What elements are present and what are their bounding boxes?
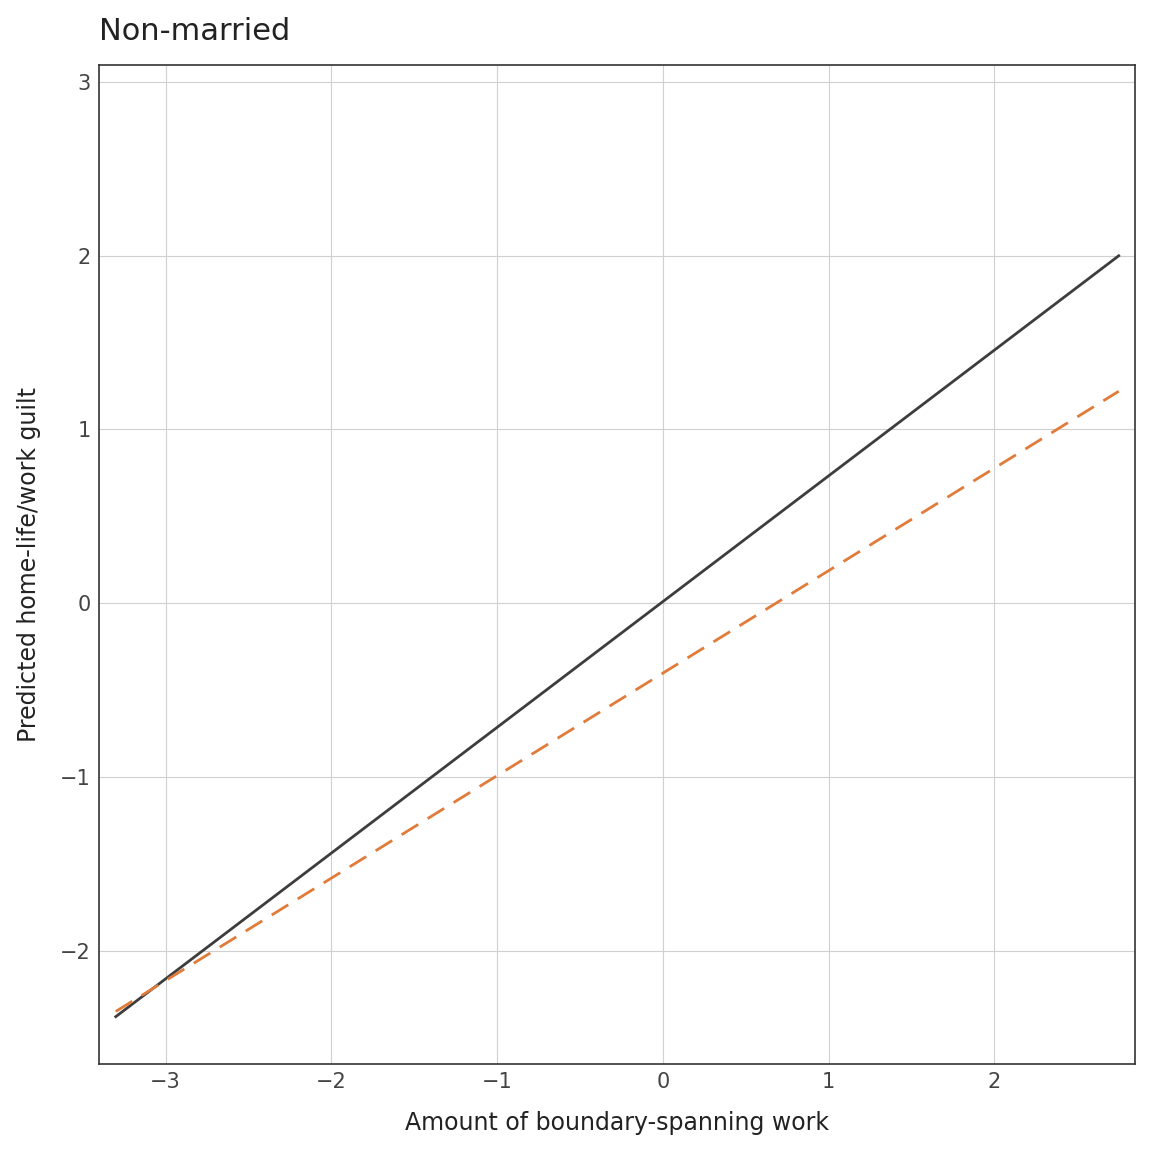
X-axis label: Amount of boundary-spanning work: Amount of boundary-spanning work xyxy=(406,1112,829,1136)
Text: Non-married: Non-married xyxy=(99,16,290,46)
Y-axis label: Predicted home-life/work guilt: Predicted home-life/work guilt xyxy=(16,387,40,742)
